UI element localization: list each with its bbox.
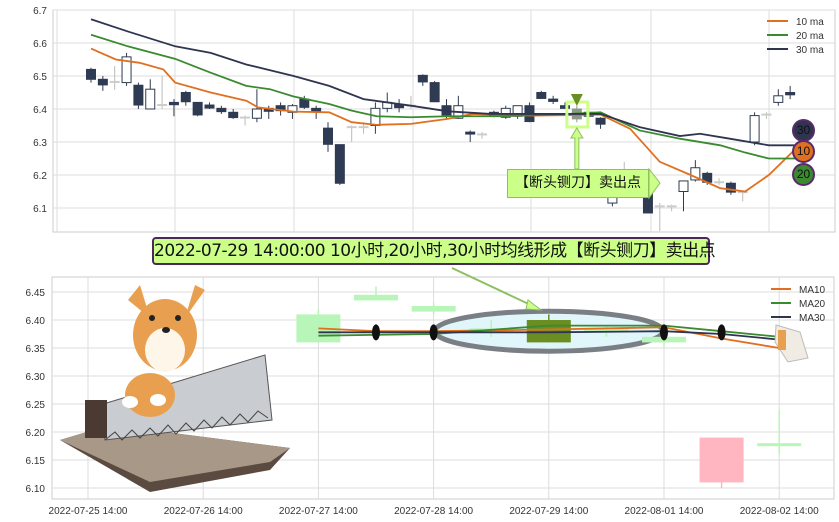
top-ma-lines — [90, 18, 802, 193]
cross-marker — [660, 324, 668, 341]
badge-ma10: 10 — [792, 140, 815, 163]
ma-line-20ma — [90, 33, 802, 160]
bottom-xtick-label: 2022-07-25 14:00 — [49, 506, 128, 517]
candle — [584, 328, 629, 332]
bottom-ytick-label: 6.35 — [26, 344, 46, 355]
top-ytick-label: 6.3 — [33, 138, 47, 149]
candle-down — [192, 101, 203, 116]
bottom-ytick-label: 6.30 — [26, 372, 46, 383]
bottom-xtick-label: 2022-08-02 14:00 — [740, 506, 819, 517]
bottom-plot-area — [51, 276, 835, 500]
legend-label: 10 ma — [796, 17, 824, 28]
highlight-ellipse-shape — [432, 308, 666, 354]
cross-marker — [372, 324, 380, 341]
legend-label: 20 ma — [796, 31, 824, 42]
legend-label: MA20 — [799, 299, 826, 310]
candle-down — [536, 92, 547, 99]
legend-label: 30 ma — [796, 45, 824, 56]
cross-marker — [717, 324, 726, 341]
candle-down — [133, 84, 144, 106]
bottom-grid: 6.10 6.15 6.20 6.25 6.30 6.35 6.40 6.45 2022-07-… — [26, 276, 835, 517]
top-candlestick-chart: 6.1 6.2 6.3 6.4 6.5 6.6 6.7 10 ma 20 ma 30 ma — [33, 6, 836, 233]
pointer-arrow-line — [451, 267, 536, 308]
candle — [354, 294, 398, 301]
bottom-ytick-label: 6.40 — [26, 316, 46, 327]
candle-down — [548, 98, 559, 102]
ma-line-MA10 — [318, 326, 780, 349]
candle-down — [429, 82, 440, 103]
top-ytick-label: 6.7 — [33, 6, 47, 17]
candle — [296, 314, 341, 343]
candle-down — [86, 68, 96, 80]
highlight-ellipse — [432, 267, 666, 354]
candle-down — [228, 111, 239, 119]
cross-marker — [429, 324, 438, 341]
top-ytick-label: 6.6 — [33, 39, 47, 50]
candle-down — [216, 107, 227, 113]
candle-up — [500, 107, 511, 118]
ma-line-30ma — [90, 18, 802, 147]
legend-label: MA30 — [799, 313, 826, 324]
ma-line-10ma — [90, 47, 794, 193]
candle-down — [785, 92, 796, 96]
top-ytick-label: 6.5 — [33, 72, 47, 83]
corgi-guillotine-illustration — [60, 285, 290, 492]
bottom-ytick-label: 6.45 — [26, 288, 46, 299]
bottom-ytick-label: 6.20 — [26, 428, 46, 439]
candle-down — [465, 131, 476, 135]
top-ytick-label: 6.1 — [33, 204, 47, 215]
signal-label: 【断头铡刀】卖出点 — [507, 169, 649, 198]
candle — [642, 336, 686, 343]
candle-down — [323, 127, 333, 145]
badge-ma30: 30 — [792, 119, 815, 142]
candle-up — [121, 56, 132, 84]
candle-up — [251, 108, 262, 119]
ma-line-MA30 — [318, 330, 780, 341]
bottom-xtick-label: 2022-08-01 14:00 — [625, 506, 704, 517]
candle — [469, 328, 514, 332]
candle — [411, 306, 456, 312]
pointer-arrowhead — [525, 299, 543, 311]
bottom-ma-lines — [318, 324, 780, 349]
candle-down — [311, 107, 322, 112]
top-legend: 10 ma 20 ma 30 ma — [767, 17, 824, 56]
bottom-ytick-label: 6.10 — [26, 484, 46, 495]
candle-down — [97, 78, 108, 86]
bottom-legend: MA10 MA20 MA30 — [771, 285, 826, 324]
legend-label: MA10 — [799, 285, 826, 296]
candle-up — [690, 167, 701, 181]
signal-candle — [526, 320, 571, 343]
signal-title-banner: 2022-07-29 14:00:00 10小时,20小时,30小时均线形成【断… — [152, 237, 716, 265]
candle-down — [334, 144, 345, 184]
top-ytick-label: 6.2 — [33, 171, 47, 182]
bottom-ytick-label: 6.15 — [26, 456, 46, 467]
candle-down — [168, 101, 179, 106]
bottom-xtick-label: 2022-07-26 14:00 — [164, 506, 243, 517]
small-guillotine-icon — [774, 324, 809, 363]
candle-down — [595, 117, 606, 125]
candle-down — [180, 92, 191, 103]
bottom-xtick-label: 2022-07-29 14:00 — [509, 506, 588, 517]
top-grid: 6.1 6.2 6.3 6.4 6.5 6.6 6.7 — [33, 6, 836, 233]
bottom-xtick-label: 2022-07-28 14:00 — [394, 506, 473, 517]
signal-label-arrowhead — [648, 167, 661, 200]
candle-up — [773, 95, 784, 103]
candle-up — [749, 115, 760, 143]
candle-down — [204, 104, 215, 109]
badge-ma20: 20 — [792, 163, 815, 186]
candle — [757, 443, 802, 447]
candle — [699, 437, 744, 483]
candle-down — [560, 105, 570, 109]
candle-up — [678, 180, 689, 193]
top-ytick-label: 6.4 — [33, 105, 47, 116]
candle-down — [725, 182, 736, 193]
sell-triangle-marker — [570, 94, 583, 106]
candle-down — [299, 98, 310, 108]
ma-line-MA20 — [318, 324, 780, 338]
candle-down — [417, 74, 428, 83]
bottom-candles — [296, 286, 802, 488]
bottom-xtick-label: 2022-07-27 14:00 — [279, 506, 358, 517]
bottom-ytick-label: 6.25 — [26, 400, 46, 411]
candle-up — [145, 88, 156, 110]
